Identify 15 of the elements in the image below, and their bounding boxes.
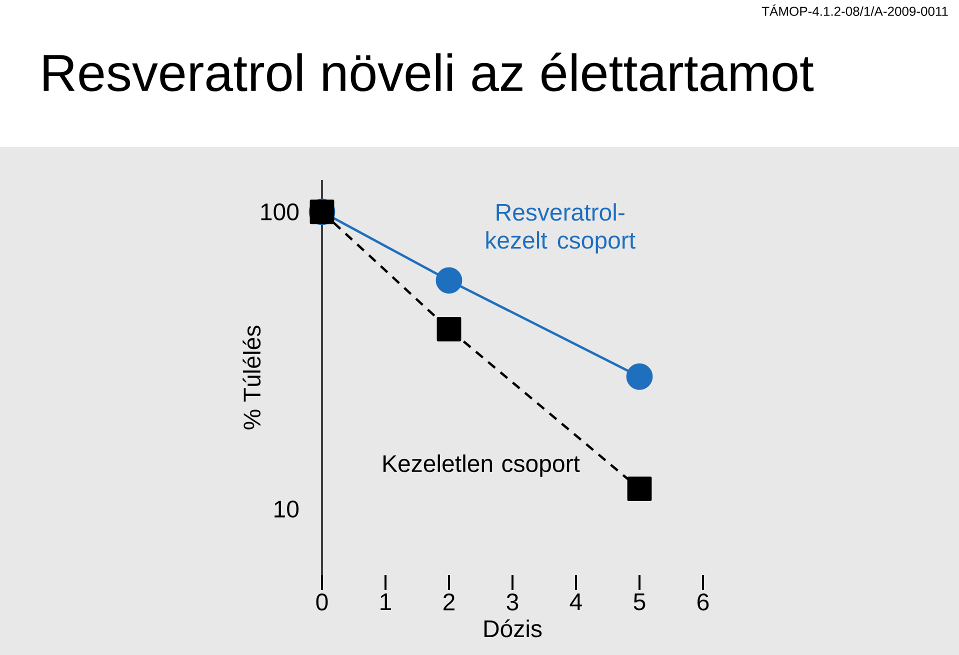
series-label: Resveratrol-kezelt csoport <box>486 203 636 254</box>
chart-title: Resveratrol növeli az élettartamot <box>44 52 814 92</box>
y-tick-label: 10 <box>274 500 299 518</box>
text: TÁMOP-4.1.2-08/1/A-2009-0011 <box>762 4 948 16</box>
x-tick-label: 1 <box>380 593 391 610</box>
x-axis-title: Dózis <box>484 619 542 638</box>
x-tick-label: 4 <box>570 593 582 610</box>
series-label: Kezeletlen csoport <box>383 454 580 477</box>
x-tick-label: 6 <box>698 593 709 610</box>
x-tick-label: 0 <box>316 593 328 610</box>
x-tick-label: 3 <box>506 593 518 610</box>
y-tick-label: 100 <box>261 203 299 220</box>
y-axis-title: % Túlélés <box>242 326 261 430</box>
x-tick-label: 5 <box>634 593 646 610</box>
x-tick-label: 2 <box>444 593 454 610</box>
